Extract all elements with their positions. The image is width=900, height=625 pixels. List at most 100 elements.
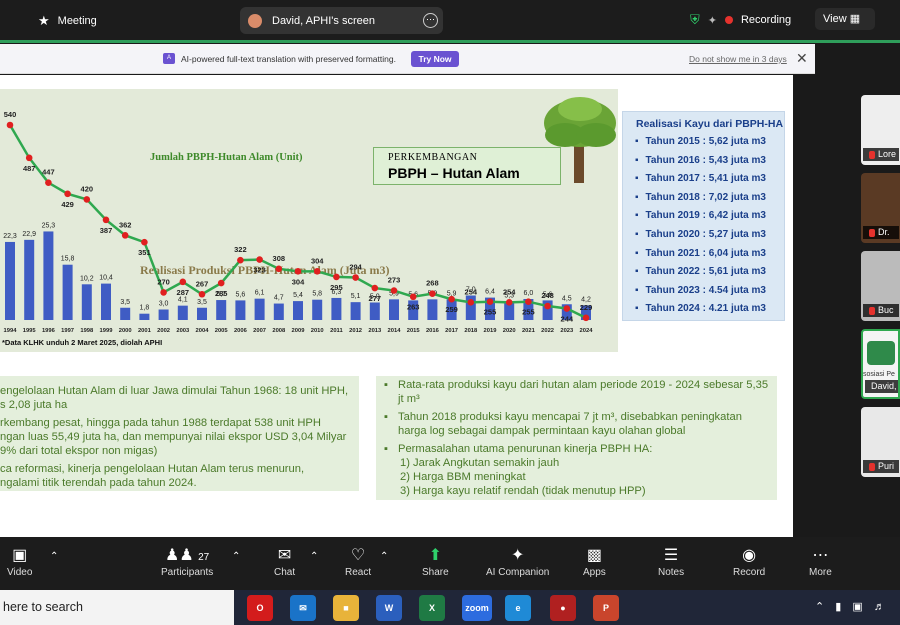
more-button[interactable]: ⋯ More — [809, 547, 832, 578]
chart-bar — [542, 300, 553, 320]
video-options-chevron-icon[interactable]: ⌃ — [50, 551, 59, 562]
share-button[interactable]: ⬆ Share — [422, 547, 449, 578]
line-marker — [448, 295, 455, 303]
powerpoint-icon[interactable]: P — [593, 595, 619, 621]
bar-data-label: 10,4 — [99, 275, 113, 282]
react-chevron-icon[interactable]: ⌃ — [380, 551, 389, 562]
realisasi-list: Tahun 2015 : 5,62 juta m3Tahun 2016 : 5,… — [623, 136, 784, 322]
translation-message: AI-powered full-text translation with pr… — [181, 54, 396, 64]
participant-name: David, — [865, 380, 898, 393]
x-tick-label: 2020 — [503, 328, 516, 334]
participants-button[interactable]: ♟♟ 27 Participants — [161, 547, 214, 578]
line-data-label: 308 — [273, 254, 286, 263]
recording-indicator[interactable]: ⛨ ✦ Recording — [690, 12, 791, 28]
line-data-label: 304 — [311, 256, 324, 265]
chrome-icon[interactable]: ● — [550, 595, 576, 621]
chart-bar — [331, 297, 342, 320]
realisasi-item: Tahun 2021 : 6,04 juta m3 — [623, 248, 784, 267]
participant-tile[interactable]: Buc — [861, 251, 900, 321]
participant-tile[interactable]: Dr. — [861, 173, 900, 243]
line-marker — [467, 299, 475, 306]
notes-button[interactable]: ☰ Notes — [658, 547, 685, 578]
close-icon[interactable]: ✕ — [796, 50, 808, 66]
chart-bar — [254, 298, 265, 320]
system-tray-icons[interactable]: ⌃ ▮ ▣ ♬ — [815, 601, 889, 613]
line-data-label: 351 — [138, 248, 151, 257]
sub-item-2: 2) Harga BBM meningkat — [400, 471, 526, 483]
chart-bar — [62, 264, 73, 320]
realisasi-item: Tahun 2020 : 5,27 juta m3 — [623, 229, 784, 248]
apps-button[interactable]: ▩ Apps — [583, 547, 606, 578]
left-para-4: ngan luas 55,49 juta ha, dan mempunyai n… — [0, 431, 347, 443]
chat-chevron-icon[interactable]: ⌃ — [310, 551, 319, 562]
word-icon[interactable]: W — [376, 595, 402, 621]
muted-mic-icon — [869, 462, 875, 471]
active-speaker-tile[interactable]: sosiasi Pe David, — [861, 329, 900, 399]
line-marker — [429, 290, 436, 297]
notes-icon: ☰ — [663, 547, 679, 564]
bar-data-label: 5,9 — [447, 290, 457, 297]
folder-icon[interactable]: ■ — [333, 595, 359, 621]
chart-bar — [561, 304, 572, 320]
chart-bar — [235, 300, 246, 320]
realisasi-box: Realisasi Kayu dari PBPH-HA Tahun 2015 :… — [622, 111, 785, 321]
x-tick-label: 2001 — [138, 328, 152, 334]
right-bullet-2: ▪ Tahun 2018 produksi kayu mencapai 7 jt… — [384, 410, 769, 438]
participant-tile[interactable]: Lore — [861, 95, 900, 165]
meeting-toolbar: ▣ Video ⌃ ♟♟ 27 Participants ⌃ ✉ Chat ⌃ ♡ Re… — [0, 537, 900, 590]
x-tick-label: 2003 — [176, 328, 190, 334]
bar-data-label: 6,4 — [485, 289, 495, 296]
meeting-menu[interactable]: ★ Meeting — [38, 13, 97, 29]
view-button[interactable]: View ▦ — [815, 8, 875, 30]
bar-data-label: 22,3 — [3, 233, 17, 240]
x-tick-label: 2016 — [426, 328, 440, 334]
screen-share-pill[interactable]: David, APHI's screen ⋯ — [240, 7, 443, 34]
ai-companion-button[interactable]: ✦ AI Companion — [486, 547, 550, 578]
slide-title-box: PERKEMBANGAN PBPH – Hutan Alam — [373, 147, 561, 185]
video-button[interactable]: ▣ Video — [7, 547, 33, 578]
x-tick-label: 2009 — [292, 328, 306, 334]
line-marker — [486, 298, 494, 305]
bar-data-label: 22,9 — [22, 231, 36, 238]
translate-icon: A — [163, 53, 175, 64]
chart-bar — [369, 302, 380, 320]
x-tick-label: 2019 — [484, 328, 498, 334]
react-button[interactable]: ♡ React — [345, 547, 372, 578]
line-marker — [160, 289, 167, 296]
bar-data-label: 6,0 — [524, 290, 534, 297]
title-small: PERKEMBANGAN — [388, 152, 478, 163]
tree-icon — [540, 93, 618, 185]
line-marker — [563, 305, 571, 312]
right-bullet-1: ▪ Rata-rata produksi kayu dari hutan ala… — [384, 378, 769, 406]
line-data-label: 255 — [522, 308, 535, 317]
x-tick-label: 2010 — [311, 328, 324, 334]
line-data-label: 255 — [484, 308, 497, 317]
try-now-button[interactable]: Try Now — [411, 51, 459, 67]
participant-gallery: Lore Dr. Buc sosiasi Pe David, Puri — [861, 95, 900, 487]
taskbar-search[interactable]: here to search — [0, 590, 234, 625]
record-button[interactable]: ◉ Record — [733, 547, 766, 578]
grid-icon: ▦ — [849, 13, 861, 25]
bullet-3-text: Permasalahan utama penurunan kinerja PBP… — [398, 443, 653, 455]
chat-button[interactable]: ✉ Chat — [274, 547, 296, 578]
line-data-label: 248 — [541, 291, 554, 300]
line-marker — [102, 216, 110, 224]
bar-data-label: 5,1 — [351, 293, 361, 300]
participant-tile[interactable]: Puri — [861, 407, 900, 477]
mail-icon[interactable]: ✉ — [290, 595, 316, 621]
chart-bar — [120, 307, 131, 320]
zoom-icon[interactable]: zoom — [462, 595, 492, 621]
excel-icon[interactable]: X — [419, 595, 445, 621]
dismiss-link[interactable]: Do not show me in 3 days — [689, 54, 787, 64]
slide-right-gutter — [793, 75, 860, 537]
line-marker — [525, 298, 532, 305]
line-marker — [25, 154, 33, 162]
line-data-label: 267 — [196, 279, 209, 288]
bar-data-label: 5,6 — [543, 291, 553, 298]
chart-bar — [24, 239, 35, 320]
opera-icon[interactable]: O — [247, 595, 273, 621]
participants-chevron-icon[interactable]: ⌃ — [232, 551, 241, 562]
edge-icon[interactable]: e — [505, 595, 531, 621]
bullet-icon: ▪ — [384, 443, 388, 455]
more-options-icon[interactable]: ⋯ — [423, 13, 438, 28]
